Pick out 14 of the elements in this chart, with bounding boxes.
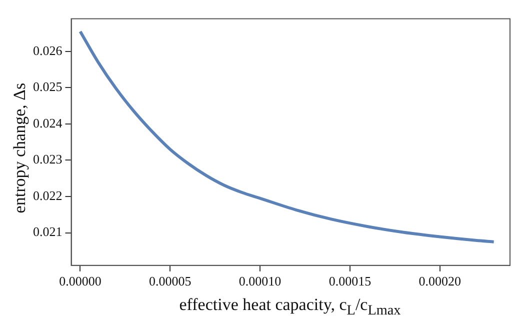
y-tick-label: 0.024 [33, 115, 63, 130]
y-axis-title: entropy change, Δs [10, 82, 30, 214]
y-tick-label: 0.025 [33, 79, 62, 94]
x-axis-title: effective heat capacity, c$_{L}$/c$_{Lmax}$ [178, 294, 402, 319]
y-tick-label: 0.023 [33, 152, 62, 167]
line-series [78, 30, 496, 244]
x-tick-label: 0.00005 [149, 274, 192, 289]
x-tick-label: 0.00015 [328, 274, 372, 289]
y-tick-label: 0.021 [33, 224, 62, 240]
x-tick-label: 0.00000 [59, 274, 102, 289]
y-tick-label: 0.022 [33, 188, 62, 203]
x-tick-label: 0.00020 [418, 274, 461, 289]
x-tick-label: 0.00010 [238, 274, 282, 289]
y-tick-label: 0.026 [33, 42, 63, 58]
